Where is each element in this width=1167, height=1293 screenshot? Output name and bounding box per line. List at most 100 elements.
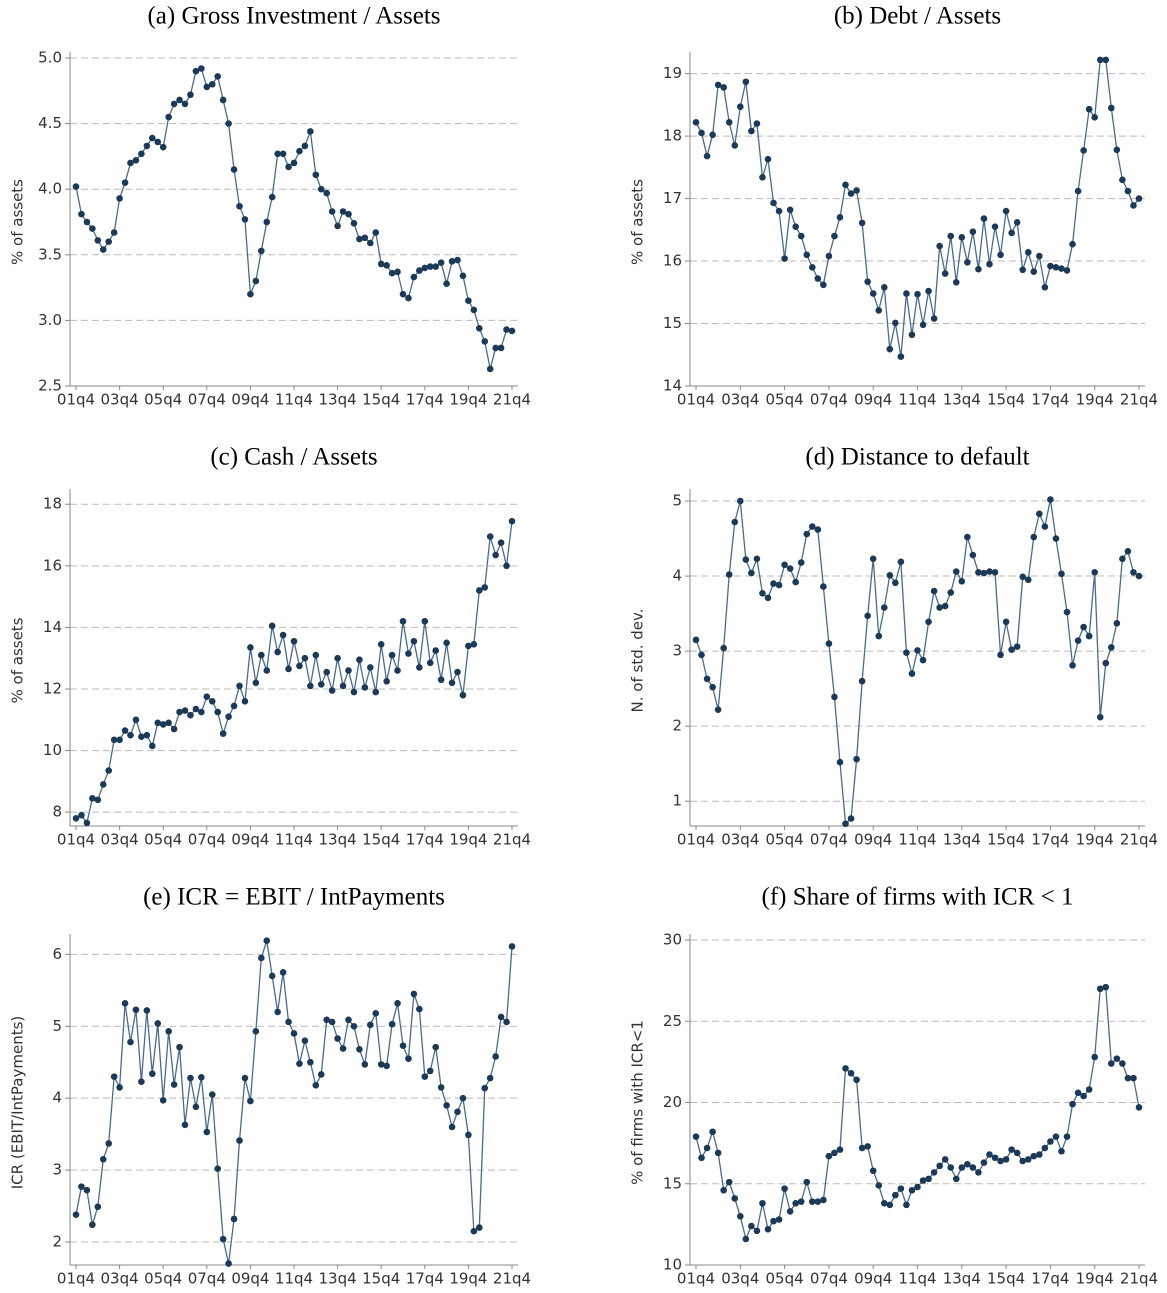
point bbox=[925, 618, 932, 626]
point bbox=[820, 1196, 827, 1204]
point bbox=[698, 651, 705, 659]
x-tick-label: 05q4 bbox=[144, 1270, 182, 1288]
point bbox=[78, 210, 85, 218]
point bbox=[692, 119, 700, 126]
point bbox=[1130, 202, 1137, 209]
point bbox=[503, 326, 510, 333]
point bbox=[797, 559, 805, 566]
x-tick-label: 21q4 bbox=[1120, 391, 1158, 409]
point bbox=[459, 272, 467, 280]
point bbox=[958, 578, 966, 585]
point bbox=[1119, 555, 1126, 563]
point bbox=[847, 1069, 855, 1077]
point bbox=[875, 1182, 883, 1189]
point bbox=[105, 238, 112, 245]
point bbox=[89, 794, 96, 802]
x-tick-label: 21q4 bbox=[1120, 831, 1158, 849]
point bbox=[301, 142, 309, 150]
point bbox=[388, 651, 396, 659]
point bbox=[737, 103, 744, 111]
point bbox=[121, 179, 129, 186]
point bbox=[334, 222, 341, 230]
y-tick-label: 5 bbox=[672, 492, 682, 510]
point bbox=[443, 1102, 450, 1109]
point bbox=[481, 338, 489, 345]
point bbox=[334, 1035, 341, 1042]
point bbox=[72, 183, 80, 190]
point bbox=[110, 736, 118, 744]
point bbox=[230, 702, 238, 710]
point bbox=[176, 96, 183, 104]
point bbox=[725, 1178, 733, 1186]
point bbox=[1074, 1089, 1082, 1097]
point bbox=[709, 1128, 716, 1136]
series-line bbox=[75, 67, 513, 370]
point bbox=[105, 767, 112, 774]
y-tick-label: 15 bbox=[663, 314, 682, 332]
x-tick-label: 13q4 bbox=[319, 1270, 357, 1288]
point bbox=[903, 290, 910, 297]
point bbox=[831, 232, 838, 240]
point bbox=[437, 676, 445, 684]
point bbox=[737, 1212, 744, 1220]
point bbox=[448, 679, 456, 687]
point bbox=[908, 1186, 916, 1194]
point bbox=[426, 1067, 434, 1075]
point bbox=[132, 157, 140, 164]
point bbox=[99, 246, 107, 253]
y-tick-label: 3.5 bbox=[38, 245, 62, 263]
point bbox=[1091, 569, 1098, 576]
x-tick-label: 19q4 bbox=[449, 1270, 487, 1288]
point bbox=[476, 324, 483, 332]
point bbox=[252, 679, 260, 687]
point bbox=[952, 278, 960, 286]
point bbox=[764, 594, 772, 602]
point bbox=[975, 569, 982, 576]
point bbox=[869, 1167, 877, 1175]
point bbox=[410, 273, 418, 281]
point bbox=[991, 569, 999, 576]
x-tick-label: 07q4 bbox=[188, 831, 226, 849]
x-tick-label: 07q4 bbox=[188, 391, 226, 409]
x-tick-label: 03q4 bbox=[101, 831, 139, 849]
point bbox=[497, 344, 505, 352]
point bbox=[847, 190, 855, 197]
point bbox=[831, 693, 838, 701]
x-tick-label: 01q4 bbox=[57, 391, 95, 409]
point bbox=[781, 255, 788, 262]
point bbox=[350, 220, 358, 227]
point bbox=[416, 1005, 423, 1013]
point bbox=[394, 268, 401, 276]
point bbox=[388, 269, 396, 277]
x-tick-label: 09q4 bbox=[854, 831, 892, 849]
point bbox=[836, 758, 844, 766]
point bbox=[290, 1030, 298, 1037]
x-tick-label: 03q4 bbox=[721, 831, 759, 849]
point bbox=[941, 1156, 949, 1163]
point bbox=[203, 83, 211, 91]
point bbox=[426, 659, 434, 667]
point bbox=[1058, 265, 1065, 272]
point bbox=[290, 159, 298, 167]
point bbox=[1080, 1092, 1087, 1100]
point bbox=[1085, 632, 1093, 640]
point bbox=[1119, 1060, 1126, 1067]
point bbox=[339, 208, 347, 215]
x-tick-label: 05q4 bbox=[144, 391, 182, 409]
point bbox=[703, 675, 711, 683]
point bbox=[481, 1084, 489, 1092]
point bbox=[345, 1016, 352, 1024]
point bbox=[919, 656, 927, 664]
point bbox=[165, 719, 172, 727]
point bbox=[897, 1185, 905, 1192]
series-line bbox=[695, 499, 1140, 826]
point bbox=[991, 1154, 999, 1162]
point bbox=[1102, 983, 1110, 991]
point bbox=[230, 1215, 238, 1223]
x-tick-label: 17q4 bbox=[1031, 831, 1069, 849]
point bbox=[903, 649, 910, 656]
point bbox=[198, 65, 205, 72]
point bbox=[99, 1156, 107, 1163]
point bbox=[1074, 187, 1082, 195]
